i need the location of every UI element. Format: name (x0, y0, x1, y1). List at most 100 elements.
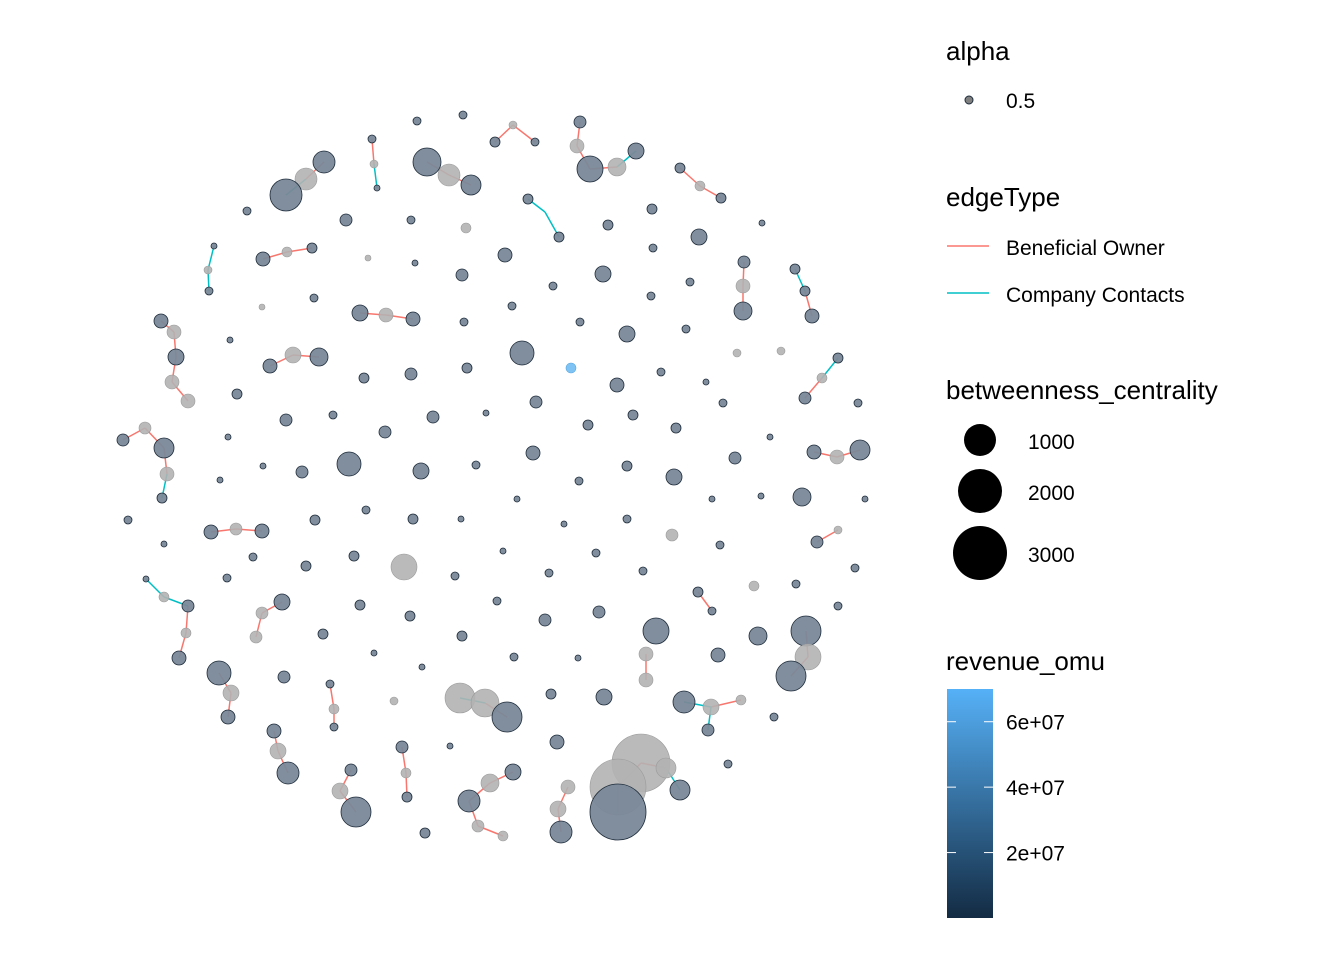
graph-node (553, 231, 565, 243)
graph-node (638, 646, 654, 662)
graph-node (457, 515, 465, 523)
graph-node (595, 688, 613, 706)
graph-node (853, 398, 863, 408)
graph-node (309, 514, 321, 526)
graph-node (513, 495, 521, 503)
graph-node (277, 670, 291, 684)
graph-node (123, 515, 133, 525)
graph-node (331, 782, 349, 800)
graph-node (529, 395, 543, 409)
graph-node (344, 763, 358, 777)
graph-node (294, 167, 318, 191)
graph-node (255, 251, 271, 267)
graph-node (204, 286, 214, 296)
graph-node (737, 255, 751, 269)
graph-node (482, 409, 490, 417)
graph-node (665, 528, 679, 542)
graph-node (833, 601, 843, 611)
graph-edges (122, 121, 861, 837)
graph-node (351, 304, 369, 322)
graph-node (258, 303, 266, 311)
graph-node (733, 301, 753, 321)
graph-node (295, 465, 309, 479)
graph-node (574, 476, 584, 486)
graph-node (735, 278, 751, 294)
legend-alpha-title: alpha (946, 36, 1010, 66)
graph-node (361, 505, 371, 515)
graph-node (850, 563, 860, 573)
graph-node (548, 281, 558, 291)
graph-node (458, 110, 468, 120)
graph-node (395, 740, 409, 754)
graph-node (692, 586, 704, 598)
graph-node (411, 259, 419, 267)
legend-size-key-3000 (953, 526, 1007, 580)
graph-node (329, 722, 339, 732)
graph-node (457, 789, 481, 813)
graph-node (471, 460, 481, 470)
graph-node (499, 547, 507, 555)
legend-revenue-tick-label: 6e+07 (1006, 712, 1065, 735)
graph-node (373, 184, 381, 192)
graph-node (369, 159, 379, 169)
graph-node (279, 413, 293, 427)
graph-node (549, 734, 565, 750)
graph-node (358, 372, 370, 384)
graph-node (790, 615, 822, 647)
graph-node (565, 362, 577, 374)
graph-node (325, 679, 335, 689)
graph-node (142, 575, 150, 583)
graph-node (389, 696, 399, 706)
graph-node (544, 568, 554, 578)
graph-node (254, 523, 270, 539)
graph-node (665, 468, 683, 486)
graph-node (328, 703, 340, 715)
graph-node (646, 291, 656, 301)
graph-node (735, 694, 747, 706)
graph-node (798, 391, 812, 405)
graph-node (491, 701, 523, 733)
graph-node (269, 742, 287, 760)
graph-node (789, 263, 801, 275)
legend-alpha-label: 0.5 (1006, 90, 1035, 113)
graph-node (627, 142, 645, 160)
graph-node (775, 660, 807, 692)
graph-node (538, 613, 552, 627)
graph-node (210, 242, 218, 250)
graph-node (226, 336, 234, 344)
graph-node (138, 421, 152, 435)
graph-node (621, 460, 633, 472)
graph-node (648, 243, 658, 253)
graph-node (525, 445, 541, 461)
graph-node (269, 178, 303, 212)
graph-node (806, 444, 822, 460)
graph-node (470, 688, 500, 718)
graph-node (723, 759, 733, 769)
graph-node (702, 698, 720, 716)
graph-node (732, 348, 742, 358)
graph-node (404, 367, 418, 381)
graph-node (284, 346, 302, 364)
legend-revenue-ticks: 6e+07 4e+07 2e+07 (947, 712, 1065, 866)
graph-node (222, 573, 232, 583)
graph-node (167, 348, 185, 366)
graph-node (471, 819, 485, 833)
graph-node (718, 398, 728, 408)
graph-node (166, 324, 182, 340)
graph-node (609, 377, 625, 393)
legend-revenue-title: revenue_omu (946, 646, 1105, 676)
graph-node (642, 617, 670, 645)
graph-node (370, 649, 378, 657)
graph-node (259, 462, 267, 470)
graph-node (262, 358, 278, 374)
graph-node (509, 652, 519, 662)
graph-node (791, 579, 801, 589)
graph-node (401, 791, 413, 803)
graph-node (224, 433, 232, 441)
graph-node (328, 410, 338, 420)
graph-node (757, 492, 765, 500)
graph-node (549, 800, 567, 818)
graph-node (309, 347, 329, 367)
graph-node (792, 487, 812, 507)
legend-edge-label-beneficial-owner: Beneficial Owner (1006, 237, 1165, 260)
